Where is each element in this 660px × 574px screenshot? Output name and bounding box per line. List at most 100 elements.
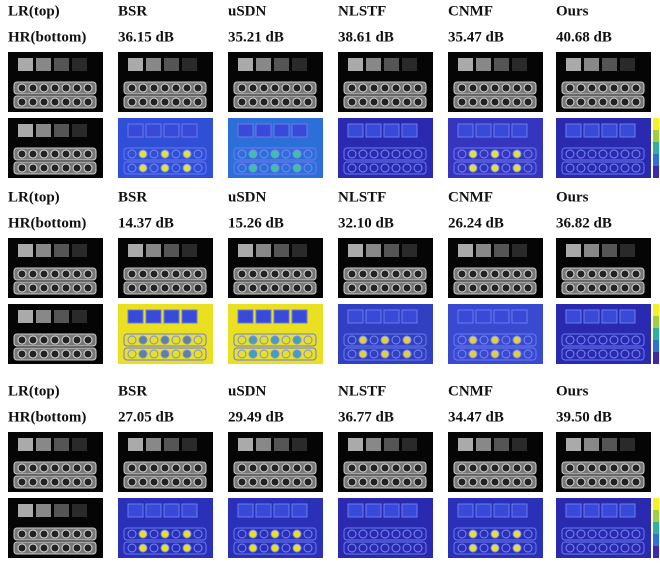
well bbox=[348, 350, 356, 358]
swatch bbox=[402, 58, 417, 71]
well bbox=[359, 544, 367, 552]
error-map bbox=[556, 498, 651, 558]
swatch bbox=[512, 504, 527, 517]
well bbox=[18, 270, 26, 278]
well bbox=[249, 530, 257, 538]
image bbox=[118, 238, 213, 298]
swatch bbox=[458, 124, 473, 137]
swatch bbox=[146, 504, 161, 517]
well bbox=[359, 84, 367, 92]
well bbox=[610, 84, 618, 92]
well bbox=[469, 84, 477, 92]
well bbox=[128, 530, 136, 538]
score-label: 36.77 dB bbox=[338, 409, 394, 425]
well bbox=[172, 84, 180, 92]
well bbox=[524, 464, 532, 472]
well bbox=[359, 164, 367, 172]
well bbox=[62, 284, 70, 292]
swatch bbox=[18, 244, 33, 257]
well bbox=[40, 84, 48, 92]
swatch bbox=[128, 124, 143, 137]
well bbox=[588, 478, 596, 486]
well bbox=[73, 464, 81, 472]
well bbox=[183, 530, 191, 538]
swatch bbox=[402, 504, 417, 517]
well bbox=[293, 350, 301, 358]
well bbox=[304, 84, 312, 92]
swatch bbox=[384, 244, 399, 257]
well bbox=[381, 84, 389, 92]
swatch bbox=[348, 244, 363, 257]
colorbar bbox=[653, 304, 659, 364]
well bbox=[502, 530, 510, 538]
well bbox=[40, 98, 48, 106]
well bbox=[304, 284, 312, 292]
well bbox=[392, 350, 400, 358]
well bbox=[150, 98, 158, 106]
well bbox=[260, 150, 268, 158]
well bbox=[370, 84, 378, 92]
well bbox=[238, 544, 246, 552]
well bbox=[480, 164, 488, 172]
well bbox=[51, 464, 59, 472]
swatch bbox=[164, 504, 179, 517]
well bbox=[370, 98, 378, 106]
swatch bbox=[512, 58, 527, 71]
image bbox=[228, 238, 323, 298]
swatch bbox=[72, 58, 87, 71]
swatch bbox=[494, 504, 509, 517]
swatch bbox=[292, 58, 307, 71]
swatch bbox=[164, 58, 179, 71]
well bbox=[381, 530, 389, 538]
well bbox=[304, 530, 312, 538]
swatch bbox=[602, 310, 617, 323]
well bbox=[414, 284, 422, 292]
well bbox=[577, 270, 585, 278]
well bbox=[18, 150, 26, 158]
well bbox=[566, 530, 574, 538]
well bbox=[73, 284, 81, 292]
well bbox=[502, 150, 510, 158]
score-label: 38.61 dB bbox=[338, 29, 394, 45]
well bbox=[51, 350, 59, 358]
image bbox=[448, 52, 543, 112]
well bbox=[381, 150, 389, 158]
well bbox=[588, 544, 596, 552]
method-label: NLSTF bbox=[338, 3, 386, 19]
swatch bbox=[18, 310, 33, 323]
well bbox=[566, 164, 574, 172]
well bbox=[271, 98, 279, 106]
swatch bbox=[182, 124, 197, 137]
colorbar-segment bbox=[653, 546, 659, 558]
well bbox=[271, 544, 279, 552]
well bbox=[304, 150, 312, 158]
well bbox=[84, 150, 92, 158]
well bbox=[18, 84, 26, 92]
well bbox=[381, 98, 389, 106]
well bbox=[392, 544, 400, 552]
score-label: 35.21 dB bbox=[228, 29, 284, 45]
swatch bbox=[54, 58, 69, 71]
well bbox=[271, 150, 279, 158]
swatch bbox=[602, 124, 617, 137]
well bbox=[599, 164, 607, 172]
well bbox=[194, 530, 202, 538]
well bbox=[161, 164, 169, 172]
well bbox=[260, 98, 268, 106]
well bbox=[51, 284, 59, 292]
well bbox=[29, 84, 37, 92]
well bbox=[403, 98, 411, 106]
well bbox=[260, 478, 268, 486]
well bbox=[249, 270, 257, 278]
swatch bbox=[274, 244, 289, 257]
well bbox=[161, 270, 169, 278]
swatch bbox=[384, 504, 399, 517]
well bbox=[293, 336, 301, 344]
swatch bbox=[128, 504, 143, 517]
well bbox=[513, 164, 521, 172]
well bbox=[183, 478, 191, 486]
image bbox=[118, 52, 213, 112]
well bbox=[513, 98, 521, 106]
well bbox=[588, 336, 596, 344]
well bbox=[172, 544, 180, 552]
